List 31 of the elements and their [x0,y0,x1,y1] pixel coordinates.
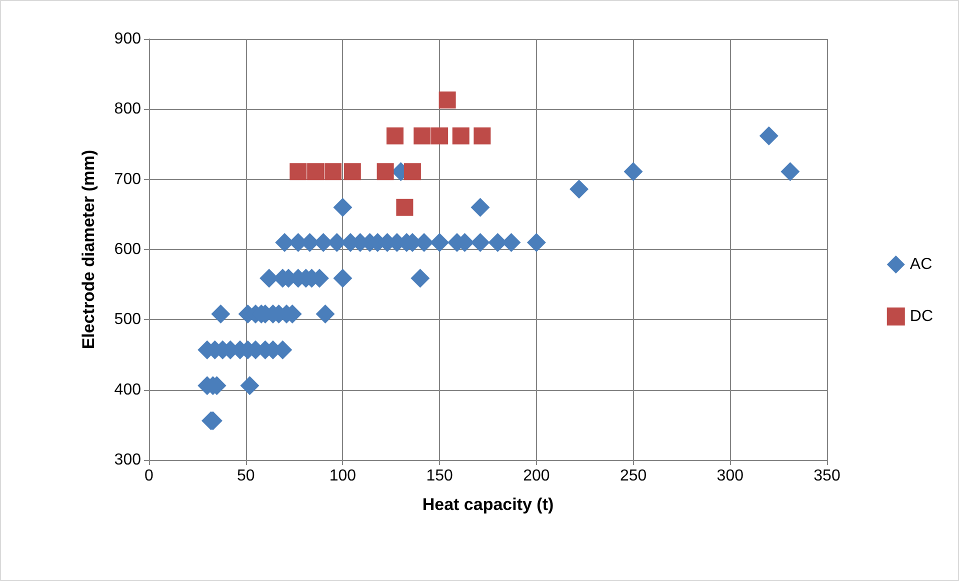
point [344,163,361,180]
y-axis-title: Electrode diameter (mm) [79,150,98,350]
point [414,127,431,144]
point [290,163,307,180]
x-tick-label: 350 [814,468,840,484]
point [438,92,456,109]
x-tick-label: 100 [329,468,356,484]
y-tick-label: 300 [114,452,142,468]
x-axis-title: Heat capacity (t) [422,495,554,514]
y-tick-label: 900 [114,30,142,48]
x-tick-label: 250 [620,468,647,484]
legend-label: DC [910,308,933,325]
x-tick-label: 150 [426,468,454,484]
legend-label: AC [910,256,932,273]
x-tick-label: 50 [236,468,255,484]
x-tick-label: 300 [716,468,744,484]
x-tick-label: 200 [523,468,550,484]
y-tick-label: 400 [114,381,142,398]
point [452,127,470,144]
point [376,163,394,180]
y-tick-label: 500 [114,311,142,328]
y-tick-label: 600 [114,241,142,258]
point [396,198,414,216]
point [324,163,342,180]
point [307,163,324,180]
point [474,127,491,144]
point [431,127,448,144]
point [386,127,404,144]
y-tick-label: 800 [114,100,142,118]
y-tick-label: 700 [114,170,142,188]
x-tick-label: 0 [144,468,154,484]
